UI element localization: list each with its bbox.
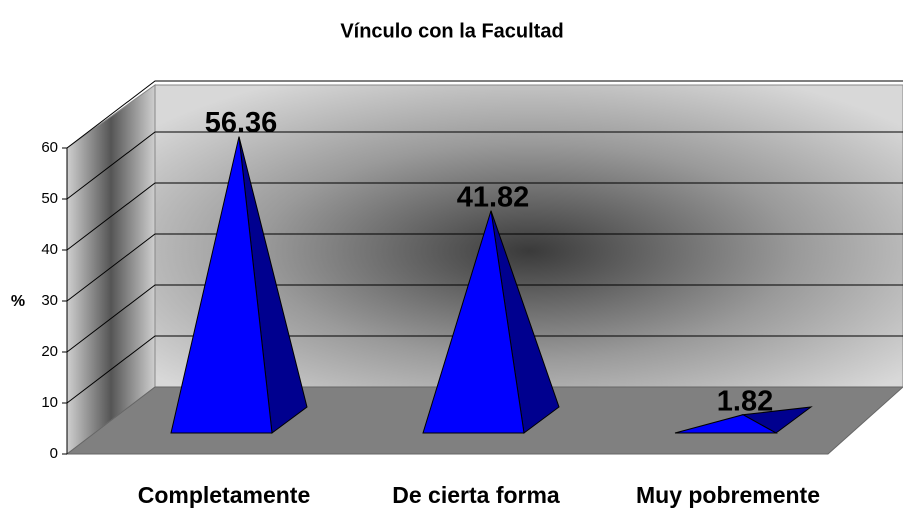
data-label: 56.36 xyxy=(205,107,278,139)
grid-line xyxy=(66,182,903,251)
chart-title: Vínculo con la Facultad xyxy=(340,20,563,42)
data-label: 1.82 xyxy=(717,385,773,417)
y-tick-label: 20 xyxy=(41,343,58,360)
grid-line xyxy=(66,335,903,404)
y-tick-label: 30 xyxy=(41,292,58,309)
y-tick-label: 40 xyxy=(41,241,58,258)
y-axis-label: % xyxy=(11,293,25,310)
grid-line xyxy=(66,233,903,302)
grid-line xyxy=(66,284,903,353)
x-tick-label: Completamente xyxy=(138,482,311,508)
y-tick-label: 60 xyxy=(41,139,58,156)
x-tick-label: Muy pobremente xyxy=(636,482,820,508)
data-label: 41.82 xyxy=(457,181,530,213)
grid-line xyxy=(66,80,903,149)
grid-line xyxy=(66,131,903,200)
y-tick-label: 0 xyxy=(50,445,58,462)
pyramid-front xyxy=(422,210,525,434)
pyramid-front xyxy=(170,136,273,434)
y-tick-label: 50 xyxy=(41,190,58,207)
y-tick-label: 10 xyxy=(41,394,58,411)
x-tick-label: De cierta forma xyxy=(392,482,560,508)
pyramid-front xyxy=(674,414,778,434)
